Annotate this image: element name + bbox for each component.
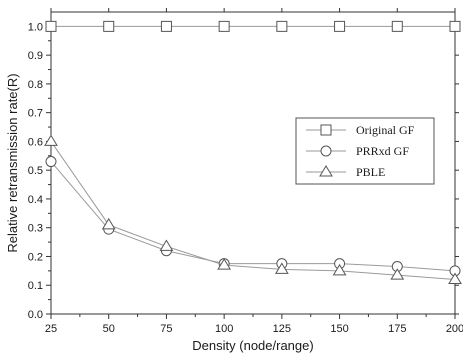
data-point-triangle: [44, 134, 58, 146]
y-tick-label: 0.0: [28, 309, 43, 321]
x-tick-label: 50: [103, 323, 115, 335]
series-layer: [44, 20, 462, 284]
data-point-square: [103, 20, 115, 32]
series-square: [45, 20, 461, 32]
data-point-square: [218, 20, 230, 32]
legend-label: PRRxd GF: [356, 144, 409, 158]
data-point-triangle: [274, 262, 289, 274]
legend-label: Original GF: [356, 123, 415, 137]
y-tick-label: 0.2: [28, 251, 43, 263]
legend-marker-triangle: [319, 165, 333, 177]
data-point-square: [160, 20, 172, 32]
data-point-triangle: [159, 239, 174, 251]
series-line: [50, 141, 456, 280]
x-tick-label: 175: [388, 323, 406, 335]
legend-marker-square: [320, 124, 332, 136]
data-point-triangle: [217, 258, 232, 270]
legend-label: PBLE: [356, 165, 385, 179]
y-tick-label: 0.9: [28, 50, 43, 62]
data-point-square: [391, 20, 403, 32]
data-point-circle: [45, 156, 57, 168]
x-tick-label: 150: [330, 323, 348, 335]
series-circle: [45, 156, 461, 277]
y-tick-label: 0.8: [28, 79, 43, 91]
x-tick-label: 100: [215, 323, 233, 335]
data-point-square: [449, 20, 461, 32]
y-tick-label: 0.6: [28, 136, 43, 148]
legend-item: Original GF: [306, 123, 415, 137]
y-tick-label: 1.0: [28, 21, 43, 33]
data-point-triangle: [448, 272, 462, 284]
x-tick-label: 75: [160, 323, 172, 335]
legend-marker-circle: [320, 145, 332, 157]
data-point-triangle: [332, 263, 347, 276]
y-tick-label: 0.1: [28, 280, 43, 292]
data-point-triangle: [101, 217, 116, 230]
y-tick-label: 0.3: [28, 223, 43, 235]
data-point-square: [276, 20, 288, 32]
legend: Original GF PRRxd GF PBLE: [295, 117, 435, 185]
y-tick-label: 0.7: [28, 108, 43, 120]
y-tick-label: 0.5: [28, 165, 43, 177]
data-point-triangle: [390, 268, 405, 280]
data-point-square: [45, 20, 57, 32]
axis-ticks: 25 50 75 100 125 150 175 200 0.0 0.1 0.2 0.3 0.4 0.5 0…: [28, 8, 463, 335]
series-line: [50, 161, 456, 272]
y-tick-label: 0.4: [28, 194, 43, 206]
x-axis-title: Density (node/range): [192, 338, 313, 353]
series-triangle: [44, 134, 462, 284]
legend-item: PRRxd GF: [306, 144, 409, 158]
legend-item: PBLE: [306, 165, 385, 179]
y-axis-title: Relative retransmission rate(R): [5, 73, 20, 252]
data-point-square: [334, 20, 346, 32]
x-tick-label: 25: [45, 323, 57, 335]
x-tick-label: 125: [273, 323, 291, 335]
x-tick-label: 200: [446, 323, 463, 335]
